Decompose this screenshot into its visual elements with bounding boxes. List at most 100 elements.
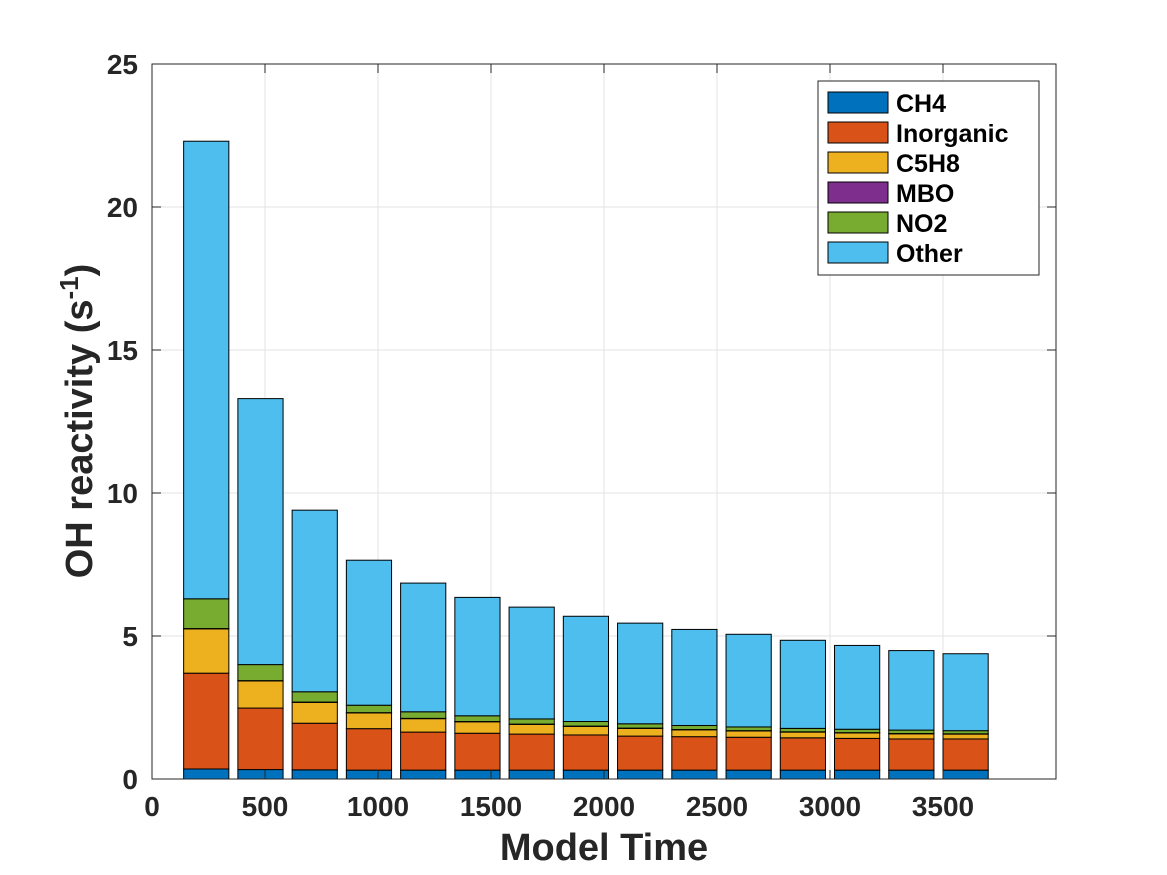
bar-segment-other [888, 650, 935, 731]
bar-segment-inorganic [888, 738, 935, 771]
legend-swatch-mbo [827, 181, 889, 204]
legend-label-inorganic: Inorganic [896, 120, 1009, 148]
bar-segment-c5h8 [888, 733, 935, 740]
bar-segment-other [725, 633, 772, 728]
bar-segment-inorganic [725, 736, 772, 771]
bar-segment-ch4 [942, 769, 989, 780]
bar-segment-other [345, 559, 393, 706]
bar-segment-ch4 [562, 769, 610, 780]
legend-label-ch4: CH4 [896, 90, 946, 118]
legend-label-mbo: MBO [896, 180, 954, 208]
y-axis-title-close: ) [59, 264, 101, 277]
y-tick-label: 0 [122, 764, 138, 795]
bar-segment-no2 [617, 723, 664, 729]
legend-swatch-other [827, 241, 889, 264]
bar-segment-inorganic [779, 737, 826, 771]
bar-segment-c5h8 [183, 628, 230, 674]
bar-segment-c5h8 [508, 723, 555, 735]
y-tick-label: 20 [107, 192, 138, 223]
bar-segment-ch4 [888, 769, 935, 780]
bar-segment-ch4 [400, 769, 447, 780]
y-tick-label: 5 [122, 621, 138, 652]
y-axis-title: OH reactivity (s-1) [54, 264, 101, 579]
bar-segment-ch4 [508, 769, 555, 780]
bar-segment-no2 [400, 711, 447, 719]
bar-segment-c5h8 [942, 733, 989, 740]
bar-segment-inorganic [454, 732, 501, 771]
bar-segment-other [508, 606, 555, 720]
x-tick-label: 0 [144, 791, 160, 822]
bar-segment-c5h8 [617, 727, 664, 737]
bar-segment-c5h8 [400, 718, 447, 733]
bar-segment-no2 [183, 598, 230, 630]
bar-segment-c5h8 [779, 731, 826, 739]
legend-swatch-inorganic [827, 121, 889, 144]
legend-label-no2: NO2 [896, 210, 947, 238]
bar-segment-no2 [291, 691, 338, 703]
bar-segment-inorganic [617, 735, 664, 771]
legend-label-other: Other [896, 240, 963, 268]
bar-segment-inorganic [834, 737, 881, 771]
bar-segment-c5h8 [834, 732, 881, 739]
bar-segment-other [942, 653, 989, 732]
bar-segment-no2 [237, 664, 284, 682]
bar-segment-other [617, 622, 664, 725]
bar-segment-no2 [508, 718, 555, 725]
bar-segment-c5h8 [562, 725, 610, 736]
y-tick-label: 25 [107, 49, 138, 80]
legend-swatch-no2 [827, 211, 889, 234]
bar-segment-c5h8 [345, 712, 393, 730]
bar-segment-other [834, 644, 881, 730]
bar-segment-inorganic [345, 728, 393, 771]
bar-segment-no2 [671, 725, 718, 731]
bar-segment-ch4 [237, 769, 284, 780]
bar-segment-other [779, 639, 826, 729]
bar-segment-c5h8 [454, 721, 501, 734]
bar-segment-inorganic [237, 707, 284, 771]
y-tick-label: 10 [107, 478, 138, 509]
bar-segment-other [454, 596, 501, 717]
bar-segment-c5h8 [725, 730, 772, 738]
bar-segment-other [291, 509, 338, 693]
bar-segment-inorganic [183, 672, 230, 770]
x-tick-label: 1000 [347, 791, 409, 822]
bar-segment-other [237, 398, 284, 666]
y-tick-label: 15 [107, 335, 138, 366]
x-tick-label: 500 [242, 791, 289, 822]
bar-segment-c5h8 [291, 701, 338, 724]
x-tick-label: 2500 [686, 791, 748, 822]
x-tick-label: 3500 [912, 791, 974, 822]
x-axis-title: Model Time [500, 827, 708, 869]
bar-segment-ch4 [725, 769, 772, 780]
bar-segment-ch4 [671, 769, 718, 780]
bar-segment-ch4 [291, 769, 338, 780]
axis-ticks: 0 500 1000 1500 2000 2500 3000 3500 0 5 10 15 20 25 [107, 49, 1056, 822]
bar-segment-c5h8 [671, 729, 718, 738]
bar-segment-no2 [562, 721, 610, 727]
bar-segment-inorganic [942, 738, 989, 771]
bar-segment-no2 [834, 728, 881, 734]
legend-swatch-c5h8 [827, 151, 889, 174]
y-axis-title-main: OH reactivity (s [59, 299, 101, 578]
bar-segment-inorganic [562, 734, 610, 771]
bars [183, 140, 989, 780]
legend-label-c5h8: C5H8 [896, 150, 960, 178]
bar-segment-no2 [454, 715, 501, 723]
bar-segment-other [671, 628, 718, 727]
legend-swatch-ch4 [827, 91, 889, 114]
bar-segment-inorganic [400, 731, 447, 771]
bar-segment-no2 [345, 704, 393, 714]
bar-segment-c5h8 [237, 680, 284, 709]
x-tick-label: 2000 [573, 791, 635, 822]
bar-segment-inorganic [508, 733, 555, 771]
bar-segment-no2 [725, 726, 772, 732]
bar-segment-other [183, 140, 230, 600]
bar-segment-inorganic [671, 736, 718, 771]
bar-segment-no2 [779, 727, 826, 733]
bar-segment-no2 [888, 729, 935, 735]
bar-segment-inorganic [291, 722, 338, 771]
bar-segment-other [400, 582, 447, 713]
bar-segment-other [562, 615, 610, 723]
